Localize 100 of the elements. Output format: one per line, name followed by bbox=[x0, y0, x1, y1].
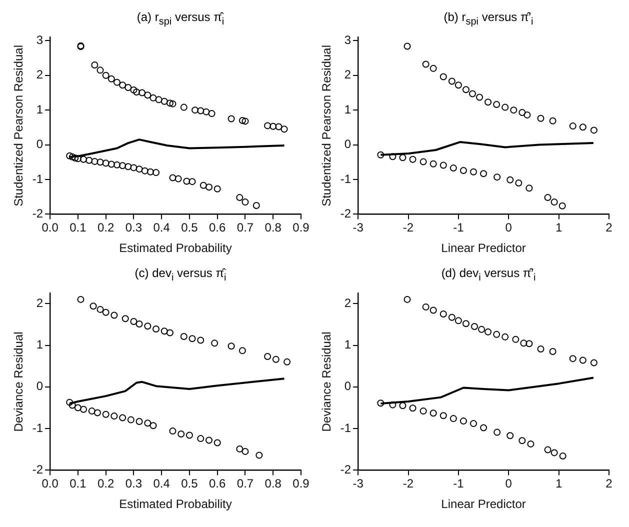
point bbox=[197, 107, 204, 114]
x-tick-label: 0.2 bbox=[97, 220, 114, 235]
point bbox=[430, 160, 437, 168]
point bbox=[174, 175, 182, 182]
x-tick-label: 0.8 bbox=[264, 220, 282, 235]
x-tick-label: 0.2 bbox=[97, 476, 114, 491]
x-tick-label: 0.5 bbox=[181, 476, 198, 491]
point bbox=[537, 114, 544, 122]
point bbox=[186, 432, 193, 439]
x-tick-label: 0.6 bbox=[209, 476, 226, 491]
x-tick-label: 0.4 bbox=[153, 476, 170, 491]
y-tick-label: 1 bbox=[36, 102, 44, 116]
point bbox=[264, 353, 272, 360]
point bbox=[119, 82, 126, 89]
point bbox=[72, 154, 79, 162]
point bbox=[409, 156, 416, 163]
x-tick-label: -2 bbox=[402, 476, 414, 491]
point bbox=[242, 118, 249, 125]
point bbox=[130, 164, 138, 172]
point bbox=[478, 326, 486, 333]
point bbox=[462, 86, 470, 94]
point bbox=[166, 100, 174, 107]
point bbox=[409, 404, 416, 412]
x-tick-label: 0.4 bbox=[153, 220, 170, 235]
point bbox=[180, 333, 188, 340]
point bbox=[399, 402, 406, 410]
point bbox=[146, 168, 154, 176]
point bbox=[502, 104, 509, 111]
point bbox=[454, 82, 462, 89]
y-tick-label: -2 bbox=[340, 462, 352, 477]
point bbox=[211, 340, 218, 347]
point bbox=[450, 415, 457, 422]
point bbox=[526, 184, 533, 192]
point bbox=[122, 315, 129, 322]
point bbox=[537, 346, 544, 353]
point bbox=[192, 106, 199, 114]
x-tick-label: -1 bbox=[453, 476, 464, 491]
point bbox=[110, 412, 118, 420]
x-tick-label: 0.6 bbox=[209, 220, 226, 235]
x-tick-label: 2 bbox=[606, 220, 613, 235]
y-tick-label: 2 bbox=[36, 296, 44, 310]
point bbox=[242, 198, 249, 206]
point bbox=[119, 162, 126, 170]
point bbox=[518, 109, 526, 116]
point bbox=[559, 452, 566, 460]
point bbox=[549, 348, 556, 356]
chart-title: (a) r$_{spi}$ versus π̂$_{i}$ bbox=[136, 9, 226, 28]
point bbox=[389, 401, 396, 408]
point bbox=[506, 176, 514, 184]
point bbox=[136, 166, 143, 173]
point bbox=[440, 73, 447, 80]
point bbox=[74, 404, 82, 412]
point bbox=[208, 110, 216, 118]
point bbox=[197, 435, 204, 442]
point bbox=[275, 123, 282, 130]
point bbox=[86, 156, 93, 164]
point bbox=[460, 166, 467, 174]
point bbox=[96, 306, 104, 313]
y-tick-label: 2 bbox=[344, 68, 352, 82]
point bbox=[579, 124, 586, 131]
x-tick-label: 0.3 bbox=[125, 476, 142, 491]
point bbox=[124, 84, 132, 92]
point bbox=[68, 402, 76, 409]
point bbox=[130, 86, 138, 94]
point bbox=[404, 296, 411, 303]
point bbox=[77, 296, 84, 303]
point bbox=[136, 320, 143, 328]
point bbox=[138, 89, 146, 96]
point bbox=[236, 194, 244, 202]
point bbox=[197, 336, 204, 344]
x-axis-title: Estimated Probability bbox=[119, 497, 232, 512]
y-tick-label: -2 bbox=[340, 206, 352, 221]
y-tick-label: 2 bbox=[344, 296, 352, 310]
chart-title: (d) dev$_{i}$ versus π̂′$_{i}$ bbox=[440, 265, 537, 284]
point bbox=[399, 154, 406, 162]
point bbox=[518, 437, 526, 444]
x-tick-label: 1 bbox=[555, 220, 562, 235]
point bbox=[113, 161, 120, 168]
point bbox=[550, 198, 558, 206]
point bbox=[377, 400, 384, 407]
point bbox=[377, 151, 384, 158]
point bbox=[152, 169, 160, 176]
point bbox=[550, 449, 558, 456]
point bbox=[480, 424, 488, 432]
x-tick-label: 0.7 bbox=[236, 476, 254, 491]
y-tick-label: 3 bbox=[36, 32, 44, 47]
point bbox=[166, 329, 174, 336]
point bbox=[264, 122, 272, 130]
point bbox=[96, 158, 104, 166]
point bbox=[144, 420, 152, 427]
y-axis-title: Studentized Pearson Residual bbox=[320, 44, 334, 206]
point bbox=[130, 318, 138, 326]
point bbox=[141, 167, 148, 174]
point bbox=[480, 170, 488, 178]
point bbox=[102, 308, 110, 316]
point bbox=[144, 322, 152, 330]
x-tick-label: 0.3 bbox=[125, 220, 142, 235]
point bbox=[188, 178, 196, 186]
chart-title: (c) dev$_{i}$ versus π̂$_{i}$ bbox=[134, 265, 228, 284]
point bbox=[280, 126, 288, 133]
